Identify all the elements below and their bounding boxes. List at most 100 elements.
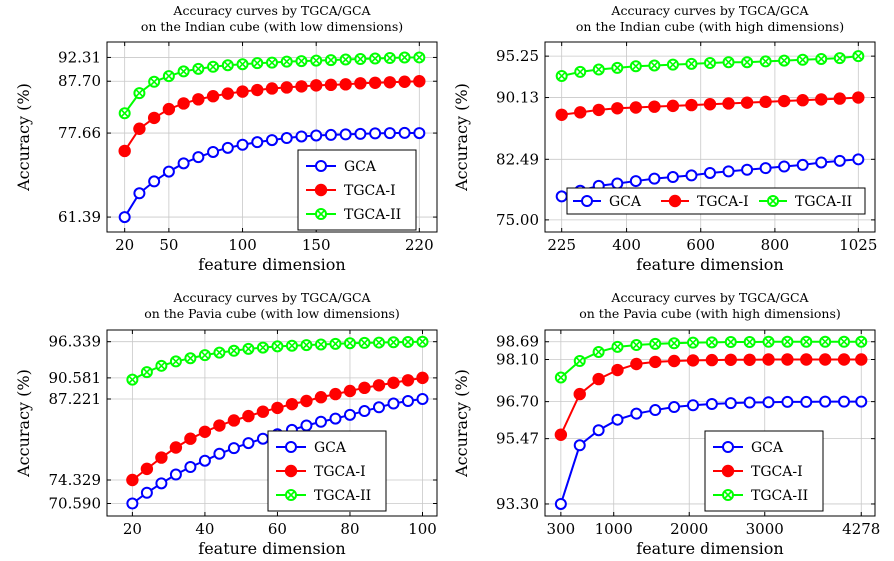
data-point-cross [817, 54, 826, 64]
data-point [339, 53, 352, 66]
data-point [649, 355, 662, 369]
legend: GCA TGCA-I TGCA-II [267, 430, 387, 512]
y-tick-label: 98.69 [496, 333, 539, 351]
data-point-cross [229, 346, 238, 355]
series-tgca-i [126, 371, 429, 487]
data-point [800, 353, 813, 366]
data-point-cross [215, 348, 224, 357]
x-tick-label: 1000 [595, 520, 633, 538]
y-axis-label: Accuracy (%) [14, 83, 33, 192]
data-point [592, 372, 605, 386]
data-point-cross [267, 58, 277, 67]
data-point [372, 379, 386, 392]
data-point-cross [120, 109, 129, 118]
data-point [833, 154, 846, 167]
data-point-cross [576, 67, 585, 76]
data-point-cross [282, 57, 291, 66]
data-point [329, 412, 342, 425]
data-point [207, 145, 220, 158]
data-point [266, 134, 278, 147]
x-tick-label: 3000 [746, 520, 784, 538]
data-point [413, 127, 426, 140]
data-point-cross [171, 357, 180, 366]
data-point-cross [316, 340, 326, 349]
data-point [724, 353, 737, 366]
data-point [815, 93, 828, 106]
y-tick-label: 98.10 [496, 350, 539, 368]
data-point [668, 337, 681, 350]
data-point [126, 497, 139, 510]
data-point [833, 92, 846, 105]
data-point-cross [286, 490, 296, 500]
series-line [559, 358, 862, 436]
data-point [416, 371, 429, 385]
legend: GCA TGCA-I TGCA-II [566, 187, 866, 215]
data-point [133, 122, 146, 135]
data-point-cross [316, 209, 326, 219]
data-point [383, 52, 396, 65]
data-point [192, 151, 205, 164]
data-point [329, 387, 342, 401]
data-point-cross [164, 72, 173, 81]
data-point [722, 97, 735, 110]
data-point [573, 355, 586, 367]
data-point [184, 352, 197, 365]
data-point [140, 462, 154, 476]
data-point [300, 419, 313, 432]
data-point-cross [613, 342, 622, 351]
chart-title-line: on the Pavia cube (with high dimensions) [579, 306, 840, 321]
chart-title-line: Accuracy curves by TGCA/GCA [610, 290, 809, 305]
data-point [339, 78, 352, 91]
y-tick-label: 87.70 [58, 72, 101, 90]
data-point [213, 346, 226, 359]
data-point [314, 415, 327, 428]
x-tick-label: 2000 [670, 520, 708, 538]
data-point [796, 94, 809, 107]
data-point [705, 398, 718, 411]
data-point [271, 340, 284, 353]
data-point [630, 407, 643, 420]
x-tick-label: 80 [340, 520, 359, 538]
x-axis-label: feature dimension [198, 539, 345, 558]
series-tgca-i [118, 75, 426, 158]
data-point [705, 336, 718, 349]
data-point [398, 75, 411, 88]
data-point [416, 335, 429, 348]
data-point-cross [650, 61, 659, 70]
x-tick-label: 20 [123, 520, 142, 538]
data-point [236, 138, 249, 151]
data-point [213, 447, 226, 460]
data-point [177, 157, 190, 170]
data-point [581, 195, 593, 207]
data-point [251, 83, 264, 97]
data-point [285, 339, 298, 352]
data-point [666, 171, 679, 184]
data-point [759, 162, 772, 175]
data-point [169, 441, 183, 454]
data-point [573, 387, 586, 401]
data-point [148, 75, 161, 88]
data-point [666, 58, 679, 71]
data-point-cross [287, 341, 297, 350]
y-axis-label: Accuracy (%) [452, 369, 471, 478]
data-point [686, 354, 700, 367]
data-point [242, 342, 255, 355]
data-point [759, 95, 772, 109]
data-point-cross [668, 60, 677, 69]
data-point-cross [780, 56, 789, 65]
data-point [838, 395, 851, 408]
data-point-cross [631, 62, 640, 71]
data-point-cross [302, 341, 311, 350]
series-gca [554, 395, 868, 510]
data-point-cross [761, 57, 770, 66]
data-point [592, 103, 605, 117]
data-point [227, 442, 240, 455]
data-point-cross [575, 356, 584, 366]
data-point-cross [312, 56, 321, 65]
legend-label: TGCA-II [751, 488, 808, 504]
data-point [242, 437, 255, 450]
data-point [781, 353, 794, 366]
